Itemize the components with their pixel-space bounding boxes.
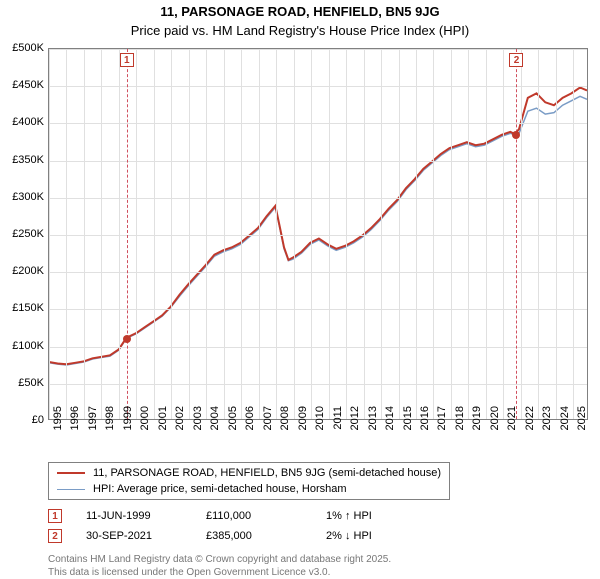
gridline-v — [84, 49, 85, 419]
gridline-v — [364, 49, 365, 419]
gridline-v — [136, 49, 137, 419]
y-tick-label: £200K — [0, 265, 44, 277]
gridline-v — [399, 49, 400, 419]
annotation-date: 30-SEP-2021 — [86, 530, 206, 542]
gridline-v — [556, 49, 557, 419]
reference-label: 2 — [509, 53, 523, 67]
gridline-v — [119, 49, 120, 419]
gridline-v — [503, 49, 504, 419]
gridline-v — [101, 49, 102, 419]
chart-title-line1: 11, PARSONAGE ROAD, HENFIELD, BN5 9JG — [0, 0, 600, 19]
legend-item: HPI: Average price, semi-detached house,… — [57, 481, 441, 497]
reference-label: 1 — [120, 53, 134, 67]
gridline-v — [468, 49, 469, 419]
y-tick-label: £500K — [0, 42, 44, 54]
gridline-v — [346, 49, 347, 419]
gridline-v — [486, 49, 487, 419]
legend-item: 11, PARSONAGE ROAD, HENFIELD, BN5 9JG (s… — [57, 465, 441, 481]
y-tick-label: £100K — [0, 340, 44, 352]
chart-area: 12 £0£50K£100K£150K£200K£250K£300K£350K£… — [0, 38, 600, 458]
reference-line — [516, 49, 517, 419]
gridline-v — [224, 49, 225, 419]
gridline-h — [49, 49, 587, 50]
y-tick-label: £150K — [0, 302, 44, 314]
legend-label: 11, PARSONAGE ROAD, HENFIELD, BN5 9JG (s… — [93, 467, 441, 479]
annotation-table: 1 11-JUN-1999£110,0001% ↑ HPI 2 30-SEP-2021… — [48, 506, 552, 546]
footer-text: Contains HM Land Registry data © Crown c… — [48, 554, 552, 579]
footer-line2: This data is licensed under the Open Gov… — [48, 567, 552, 579]
legend-swatch — [57, 472, 85, 474]
legend-swatch — [57, 489, 85, 490]
y-tick-label: £250K — [0, 228, 44, 240]
line-series-svg — [49, 49, 587, 419]
gridline-v — [259, 49, 260, 419]
y-tick-label: £50K — [0, 377, 44, 389]
x-tick-label: 2025 — [576, 406, 600, 446]
gridline-v — [311, 49, 312, 419]
y-tick-label: £0 — [0, 414, 44, 426]
annotation-row: 1 11-JUN-1999£110,0001% ↑ HPI — [48, 506, 552, 526]
gridline-h — [49, 384, 587, 385]
data-marker — [123, 335, 131, 343]
gridline-v — [573, 49, 574, 419]
annotation-price: £110,000 — [206, 510, 326, 522]
gridline-v — [416, 49, 417, 419]
gridline-h — [49, 161, 587, 162]
footer-line1: Contains HM Land Registry data © Crown c… — [48, 554, 552, 567]
gridline-h — [49, 309, 587, 310]
reference-line — [127, 49, 128, 419]
gridline-v — [276, 49, 277, 419]
gridline-v — [171, 49, 172, 419]
gridline-v — [381, 49, 382, 419]
gridline-v — [433, 49, 434, 419]
gridline-h — [49, 235, 587, 236]
gridline-v — [189, 49, 190, 419]
gridline-v — [154, 49, 155, 419]
gridline-h — [49, 272, 587, 273]
gridline-v — [241, 49, 242, 419]
gridline-v — [49, 49, 50, 419]
data-marker — [512, 131, 520, 139]
annotation-number: 1 — [48, 509, 62, 523]
gridline-v — [451, 49, 452, 419]
y-tick-label: £350K — [0, 154, 44, 166]
gridline-h — [49, 347, 587, 348]
chart-title-line2: Price paid vs. HM Land Registry's House … — [0, 19, 600, 38]
annotation-row: 2 30-SEP-2021£385,0002% ↓ HPI — [48, 526, 552, 546]
y-tick-label: £400K — [0, 116, 44, 128]
annotation-price: £385,000 — [206, 530, 326, 542]
gridline-h — [49, 198, 587, 199]
gridline-v — [521, 49, 522, 419]
annotation-delta: 1% ↑ HPI — [326, 510, 446, 522]
gridline-v — [294, 49, 295, 419]
gridline-h — [49, 86, 587, 87]
y-tick-label: £450K — [0, 79, 44, 91]
annotation-date: 11-JUN-1999 — [86, 510, 206, 522]
annotation-number: 2 — [48, 529, 62, 543]
gridline-v — [206, 49, 207, 419]
y-tick-label: £300K — [0, 191, 44, 203]
series-hpi — [49, 96, 587, 365]
gridline-h — [49, 123, 587, 124]
gridline-v — [538, 49, 539, 419]
series-property — [49, 87, 587, 364]
plot-area: 12 — [48, 48, 588, 420]
annotation-delta: 2% ↓ HPI — [326, 530, 446, 542]
gridline-v — [66, 49, 67, 419]
legend-label: HPI: Average price, semi-detached house,… — [93, 483, 347, 495]
legend: 11, PARSONAGE ROAD, HENFIELD, BN5 9JG (s… — [48, 462, 450, 500]
gridline-v — [329, 49, 330, 419]
